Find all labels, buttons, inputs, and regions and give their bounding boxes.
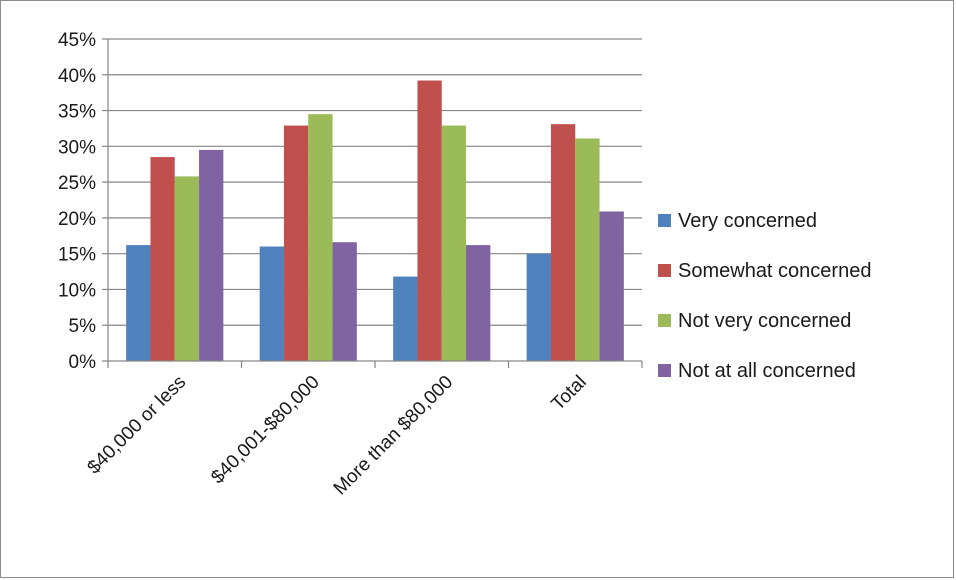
bar: [575, 138, 600, 361]
bar: [283, 125, 309, 362]
y-tick-label: 15%: [58, 245, 96, 266]
bar: [174, 176, 200, 361]
axes: [102, 38, 643, 368]
y-tick-label: 35%: [58, 102, 96, 123]
y-tick-label: 20%: [58, 209, 96, 230]
y-tick-label: 5%: [69, 316, 97, 337]
y-tick-labels: 0% 5% 10% 15% 20% 25% 30% 35% 40% 45%: [58, 30, 96, 373]
legend-label: Not at all concerned: [678, 360, 856, 382]
y-tick-label: 45%: [58, 30, 96, 51]
legend-swatch: [658, 264, 671, 277]
bar: [550, 124, 576, 361]
x-tick-label: Total: [548, 372, 591, 415]
y-tick-label: 10%: [58, 280, 96, 301]
legend-label: Not very concerned: [678, 310, 851, 332]
bar: [259, 246, 284, 361]
x-tick-labels: $40,000 or less $40,001-$80,000 More than …: [84, 372, 591, 500]
bar: [599, 211, 624, 361]
bar: [393, 276, 418, 361]
x-tick-label: More than $80,000: [330, 372, 458, 500]
bar: [417, 80, 442, 361]
bar: [441, 125, 467, 362]
y-tick-label: 0%: [69, 352, 97, 373]
bar: [126, 245, 151, 361]
bars: [126, 80, 624, 362]
legend-label: Very concerned: [678, 210, 817, 232]
bar: [199, 149, 224, 361]
y-tick-label: 30%: [58, 137, 96, 158]
bar: [308, 114, 333, 361]
y-tick-label: 40%: [58, 66, 96, 87]
bar: [466, 245, 491, 361]
legend-swatch: [658, 314, 671, 327]
bar: [526, 253, 551, 361]
y-tick-label: 25%: [58, 173, 96, 194]
legend-label: Somewhat concerned: [678, 260, 871, 282]
legend: Very concerned Somewhat concerned Not very…: [658, 210, 871, 382]
legend-swatch: [658, 214, 671, 227]
x-tick-label: $40,001-$80,000: [207, 372, 323, 488]
bar: [150, 157, 175, 361]
bar: [332, 242, 357, 361]
x-tick-label: $40,000 or less: [84, 372, 191, 479]
legend-swatch: [658, 364, 671, 377]
